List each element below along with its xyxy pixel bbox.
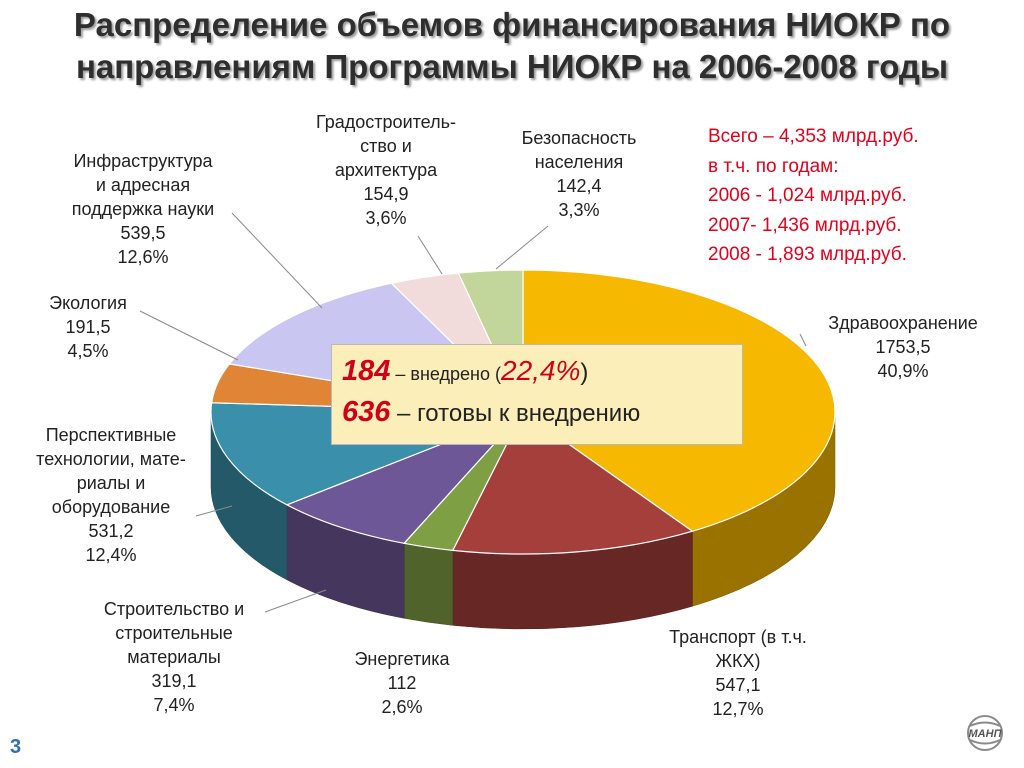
callout-row-implemented: 184 – внедрено (22,4%) <box>342 352 742 393</box>
label-construction-percent: 7,4% <box>153 695 195 715</box>
label-ecology: Экология 191,5 4,5% <box>28 291 148 363</box>
label-healthcare-percent: 40,9% <box>877 361 929 381</box>
label-infrastructure-line: и адресная <box>95 175 191 195</box>
implemented-count: 184 <box>342 355 391 387</box>
totals-line: 2008 - 1,893 млрд.руб. <box>708 244 907 265</box>
label-urban-planning-line: ство и <box>360 136 412 156</box>
totals-line: 2006 - 1,024 млрд.руб. <box>708 185 907 206</box>
label-healthcare-line: Здравоохранение <box>828 313 978 333</box>
label-construction-value: 319,1 <box>151 671 197 691</box>
label-safety-percent: 3,3% <box>558 200 600 220</box>
leader-line-5 <box>417 235 443 275</box>
label-technologies-line: риалы и <box>76 473 146 493</box>
label-technologies-percent: 12,4% <box>85 545 137 565</box>
label-construction-line: материалы <box>127 647 221 667</box>
label-safety: Безопасность населения 142,4 3,3% <box>486 126 672 222</box>
leader-line-0 <box>799 333 807 347</box>
label-infrastructure-percent: 12,6% <box>117 247 169 267</box>
label-infrastructure-line: поддержка науки <box>71 199 215 219</box>
label-transport-value: 547,1 <box>715 675 761 695</box>
label-transport-line: ЖКХ) <box>715 651 761 671</box>
implemented-text: – внедрено ( <box>390 364 501 384</box>
label-technologies-line: технологии, мате- <box>36 449 186 469</box>
label-urban-planning-line: Градостроитель- <box>316 112 456 132</box>
ready-count: 636 <box>342 396 391 428</box>
ready-text: – готовы к внедрению <box>390 400 641 427</box>
pie-slice-1 <box>451 411 694 555</box>
label-energy-percent: 2,6% <box>381 697 423 717</box>
label-safety-value: 142,4 <box>556 176 602 196</box>
callout-row-ready: 636 – готовы к внедрению <box>342 393 742 433</box>
label-construction-line: строительные <box>115 623 233 643</box>
title-line-1: Распределение объемов финансирования НИО… <box>73 6 951 43</box>
label-safety-line: Безопасность <box>521 128 637 148</box>
label-infrastructure-value: 539,5 <box>120 223 166 243</box>
label-energy-value: 112 <box>387 673 417 693</box>
pie-side-2 <box>403 542 454 626</box>
page-number: 3 <box>10 736 22 758</box>
label-technologies: Перспективные технологии, мате- риалы и … <box>8 423 214 567</box>
label-ecology-percent: 4,5% <box>67 341 109 361</box>
leader-line-4 <box>264 589 327 613</box>
label-healthcare-value: 1753,5 <box>875 337 931 357</box>
implemented-percent: 22,4% <box>501 355 581 386</box>
label-construction: Строительство и строительные материалы 3… <box>76 597 272 717</box>
label-urban-planning-value: 154,9 <box>363 184 409 204</box>
label-infrastructure-line: Инфраструктура <box>73 151 213 171</box>
label-construction-line: Строительство и <box>103 599 245 619</box>
label-transport-line: Транспорт (в т.ч. <box>669 627 807 647</box>
implemented-close: ) <box>580 359 589 386</box>
label-urban-planning: Градостроитель- ство и архитектура 154,9… <box>286 110 486 230</box>
label-technologies-line: оборудование <box>51 497 171 517</box>
title-line-2: направлениям Программы НИОКР на 2006-200… <box>75 48 949 85</box>
totals-line: 2007- 1,436 млрд.руб. <box>708 214 902 236</box>
leader-line-1 <box>231 212 323 309</box>
label-ecology-value: 191,5 <box>65 317 111 337</box>
label-urban-planning-line: архитектура <box>334 160 438 180</box>
label-transport: Транспорт (в т.ч. ЖКХ) 547,1 12,7% <box>640 625 836 721</box>
label-urban-planning-percent: 3,6% <box>365 208 407 228</box>
totals-line: в т.ч. по годам: <box>708 155 839 177</box>
leader-line-2 <box>139 310 239 361</box>
page-title: Распределение объемов финансирования НИО… <box>0 4 1024 88</box>
label-healthcare: Здравоохранение 1753,5 40,9% <box>800 311 1006 383</box>
label-technologies-line: Перспективные <box>45 425 177 445</box>
label-technologies-value: 531,2 <box>88 521 134 541</box>
label-transport-percent: 12,7% <box>712 699 764 719</box>
label-energy-line: Энергетика <box>354 649 450 669</box>
label-infrastructure: Инфраструктура и адресная поддержка наук… <box>40 149 246 269</box>
totals-line: Всего – 4,353 млрд.руб. <box>708 126 919 147</box>
leader-line-6 <box>495 225 549 270</box>
funding-totals: Всего – 4,353 млрд.руб. в т.ч. по годам:… <box>708 122 919 270</box>
leader-line-3 <box>195 505 233 517</box>
label-safety-line: населения <box>534 152 624 172</box>
implementation-callout: 184 – внедрено (22,4%) 636 – готовы к вн… <box>331 344 743 445</box>
label-ecology-line: Экология <box>49 293 127 313</box>
org-logo-icon: МАНП <box>967 715 1003 751</box>
svg-text:МАНП: МАНП <box>969 728 1003 740</box>
label-energy: Энергетика 112 2,6% <box>332 647 472 719</box>
